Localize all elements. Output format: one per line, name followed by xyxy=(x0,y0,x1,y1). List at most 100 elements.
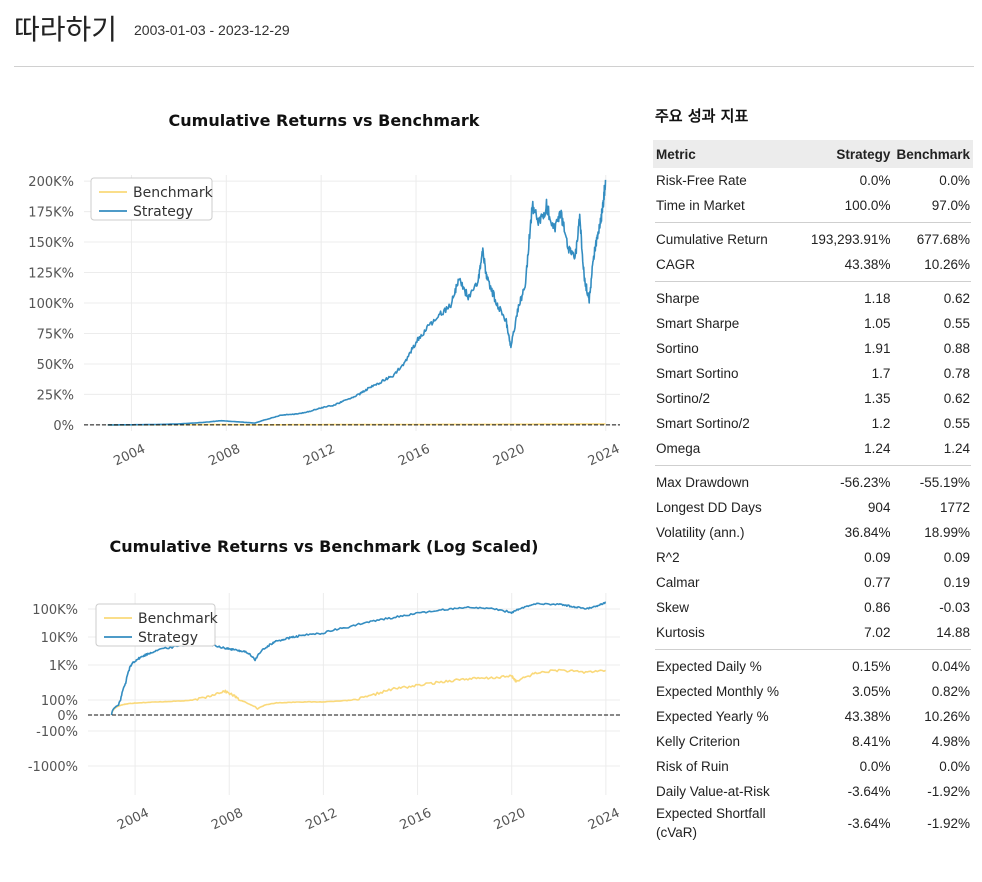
metric-label: Sortino xyxy=(656,341,699,356)
metric-label: Smart Sharpe xyxy=(656,316,740,331)
metrics-row: Expected Monthly % 3.05% 0.82% xyxy=(653,679,973,704)
x-tick-label: 2016 xyxy=(398,806,434,834)
series-line-strategy xyxy=(110,601,607,716)
metrics-row: Expected Yearly % 43.38% 10.26% xyxy=(653,704,973,729)
metrics-row: Risk-Free Rate 0.0% 0.0% xyxy=(653,168,973,193)
x-tick-label: 2012 xyxy=(301,442,337,470)
metrics-row: Cumulative Return 193,293.91% 677.68% xyxy=(653,227,973,252)
benchmark-value: -55.19% xyxy=(919,475,970,490)
metric-label: Expected Yearly % xyxy=(656,709,769,724)
benchmark-value: 14.88 xyxy=(936,625,970,640)
metric-label: Cumulative Return xyxy=(656,232,768,247)
metrics-row: Kelly Criterion 8.41% 4.98% xyxy=(653,729,973,754)
benchmark-value: 1.24 xyxy=(943,441,970,456)
page-title: 따라하기 xyxy=(14,13,118,46)
metric-label: Longest DD Days xyxy=(656,500,762,515)
column-header-strategy: Strategy xyxy=(807,140,894,168)
x-tick-label: 2004 xyxy=(115,806,151,834)
legend-box xyxy=(95,603,216,647)
benchmark-value: 10.26% xyxy=(924,257,970,272)
metric-label: Smart Sortino/2 xyxy=(656,416,750,431)
y-tick-label: 100K% xyxy=(28,297,74,312)
metrics-table: Metric Strategy Benchmark Risk-Free Rate… xyxy=(653,140,973,842)
metrics-separator xyxy=(653,218,973,227)
benchmark-value: 0.55 xyxy=(943,416,970,431)
metrics-separator xyxy=(653,461,973,470)
legend-label-benchmark: Benchmark xyxy=(138,611,219,627)
benchmark-value: 0.55 xyxy=(943,316,970,331)
y-tick-label: -1000% xyxy=(28,760,78,775)
strategy-value: -3.64% xyxy=(847,815,891,831)
benchmark-value: -1.92% xyxy=(927,815,970,831)
strategy-value: 0.86 xyxy=(864,600,891,615)
metrics-row: Daily Value-at-Risk -3.64% -1.92% xyxy=(653,779,973,804)
benchmark-value: 0.62 xyxy=(943,391,970,406)
y-tick-label: 50K% xyxy=(37,358,74,373)
y-tick-label: 100K% xyxy=(32,603,78,618)
y-tick-label: 0% xyxy=(57,709,78,724)
benchmark-value: -0.03 xyxy=(939,600,970,615)
metric-label: Max Drawdown xyxy=(656,475,750,490)
benchmark-value: -1.92% xyxy=(927,784,970,799)
metric-label: Volatility (ann.) xyxy=(656,525,745,540)
metric-label: Sortino/2 xyxy=(656,391,711,406)
y-tick-label: 1K% xyxy=(49,659,78,674)
x-tick-label: 2008 xyxy=(209,806,245,834)
x-tick-label: 2004 xyxy=(111,442,147,470)
metrics-row: Calmar 0.77 0.19 xyxy=(653,570,973,595)
cumulative-returns-log-chart: Cumulative Returns vs Benchmark (Log Sca… xyxy=(28,537,622,834)
series-line-strategy xyxy=(107,179,607,426)
date-range: 2003-01-03 - 2023-12-29 xyxy=(134,22,290,38)
y-tick-label: 200K% xyxy=(28,175,74,190)
metric-label: Kelly Criterion xyxy=(656,734,741,749)
metric-label: Skew xyxy=(656,600,690,615)
strategy-value: 0.0% xyxy=(859,759,891,774)
metrics-row: Sortino 1.91 0.88 xyxy=(653,336,973,361)
benchmark-value: 97.0% xyxy=(931,198,970,213)
benchmark-value: 0.62 xyxy=(943,291,970,306)
strategy-value: 1.24 xyxy=(864,441,891,456)
metrics-row: Expected Shortfall (cVaR) -3.64% -1.92% xyxy=(653,804,973,842)
legend-label-benchmark: Benchmark xyxy=(133,185,214,201)
metric-label: Calmar xyxy=(656,575,700,590)
benchmark-value: 0.09 xyxy=(943,550,970,565)
benchmark-value: 18.99% xyxy=(924,525,970,540)
cumulative-returns-chart: Cumulative Returns vs Benchmark 2004 2008 2… xyxy=(28,111,622,470)
metric-label: R^2 xyxy=(656,550,680,565)
y-tick-label: 150K% xyxy=(28,236,74,251)
strategy-value: 0.09 xyxy=(864,550,891,565)
metric-label: Daily Value-at-Risk xyxy=(656,784,770,799)
benchmark-value: 0.82% xyxy=(931,684,970,699)
metrics-row: Kurtosis 7.02 14.88 xyxy=(653,620,973,645)
benchmark-value: 0.0% xyxy=(939,759,970,774)
benchmark-value: 677.68% xyxy=(916,232,970,247)
strategy-value: 7.02 xyxy=(864,625,891,640)
strategy-value: 1.2 xyxy=(871,416,891,431)
series-line-benchmark xyxy=(110,668,606,716)
metric-label: Risk-Free Rate xyxy=(656,173,747,188)
y-tick-label: 100% xyxy=(41,694,78,709)
x-tick-label: 2008 xyxy=(206,442,242,470)
strategy-value: 1.05 xyxy=(864,316,891,331)
metrics-row: Sortino/2 1.35 0.62 xyxy=(653,386,973,411)
benchmark-value: 10.26% xyxy=(924,709,970,724)
x-tick-label: 2024 xyxy=(586,806,622,834)
strategy-value: 36.84% xyxy=(844,525,891,540)
metrics-row: Smart Sharpe 1.05 0.55 xyxy=(653,311,973,336)
metrics-row: Risk of Ruin 0.0% 0.0% xyxy=(653,754,973,779)
metrics-header-row: Metric Strategy Benchmark xyxy=(653,140,973,168)
y-tick-label: 25K% xyxy=(37,388,74,403)
metrics-row: Max Drawdown -56.23% -55.19% xyxy=(653,470,973,495)
strategy-value: 100.0% xyxy=(844,198,891,213)
strategy-value: 0.0% xyxy=(859,173,891,188)
metric-label: CAGR xyxy=(656,257,696,272)
y-tick-label: 75K% xyxy=(37,327,74,342)
chart-title: Cumulative Returns vs Benchmark xyxy=(169,111,480,130)
chart-title: Cumulative Returns vs Benchmark (Log Sca… xyxy=(110,537,539,556)
metrics-row: R^2 0.09 0.09 xyxy=(653,545,973,570)
y-tick-label: 0% xyxy=(53,419,74,434)
strategy-value: 1.18 xyxy=(864,291,891,306)
strategy-value: 1.7 xyxy=(871,366,891,381)
strategy-value: -3.64% xyxy=(847,784,891,799)
x-tick-label: 2020 xyxy=(491,442,527,470)
